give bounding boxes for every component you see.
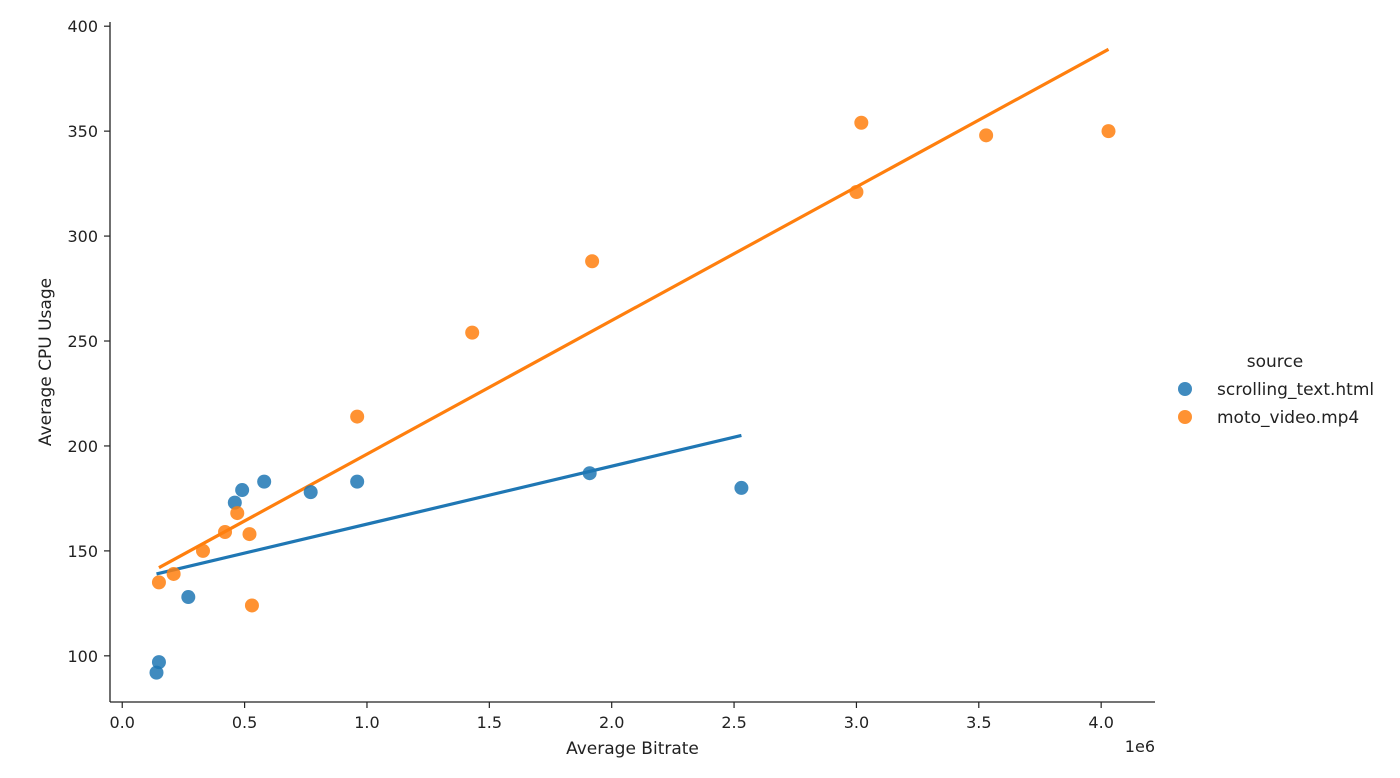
regression-line-scrolling-text-html [156, 433, 742, 576]
axes: 0.0 0.5 1.0 1.5 2.0 2.5 3.0 3.5 4.0 100 150 200 250… [67, 17, 1155, 732]
data-point [465, 325, 480, 340]
x-ticks: 0.0 0.5 1.0 1.5 2.0 2.5 3.0 3.5 4.0 [110, 702, 1114, 732]
data-point [350, 409, 365, 424]
data-point [979, 128, 994, 143]
legend-items: scrolling_text.html moto_video.mp4 [1178, 380, 1374, 428]
x-tick-label: 1.5 [477, 713, 502, 732]
data-point [242, 527, 257, 542]
data-point [849, 185, 864, 199]
legend-marker [1178, 382, 1192, 396]
y-tick-label: 200 [67, 437, 98, 456]
data-point [854, 115, 869, 130]
data-point [350, 474, 365, 489]
y-tick-label: 300 [67, 227, 98, 246]
data-point [166, 566, 181, 581]
data-point [1101, 124, 1116, 139]
legend-title: source [1247, 352, 1303, 372]
data-point [585, 254, 600, 269]
data-point [244, 598, 259, 613]
data-point [149, 665, 164, 680]
legend-label: scrolling_text.html [1217, 380, 1374, 400]
y-tick-label: 400 [67, 17, 98, 36]
y-axis-label: Average CPU Usage [36, 278, 56, 446]
y-tick-label: 100 [67, 647, 98, 666]
regression-lines [156, 47, 1110, 576]
y-tick-label: 150 [67, 542, 98, 561]
x-axis-label: Average Bitrate [566, 739, 699, 759]
data-point [230, 506, 245, 521]
data-point [734, 480, 749, 495]
data-point [181, 590, 196, 605]
data-point [227, 495, 242, 510]
data-point [235, 483, 250, 498]
x-tick-label: 3.5 [966, 713, 991, 732]
regression-line-moto-video-mp4 [158, 47, 1110, 570]
data-point [151, 575, 166, 590]
x-tick-label: 2.5 [721, 713, 746, 732]
legend-label: moto_video.mp4 [1217, 408, 1359, 428]
x-tick-label: 4.0 [1088, 713, 1113, 732]
y-tick-label: 250 [67, 332, 98, 351]
data-point [257, 474, 272, 489]
legend: source scrolling_text.html moto_video.mp4 [1178, 352, 1374, 428]
x-tick-label: 2.0 [599, 713, 624, 732]
data-point [303, 485, 318, 500]
x-tick-label: 0.0 [110, 713, 135, 732]
y-ticks: 100 150 200 250 300 350 400 [67, 17, 110, 666]
data-points [149, 115, 1116, 680]
x-tick-label: 0.5 [232, 713, 257, 732]
data-point [582, 466, 597, 481]
y-tick-label: 350 [67, 122, 98, 141]
data-point [151, 655, 166, 670]
data-point [218, 525, 233, 539]
data-point [195, 543, 210, 558]
legend-marker [1178, 410, 1192, 424]
x-tick-label: 1.0 [354, 713, 379, 732]
x-axis-offset-label: 1e6 [1125, 737, 1155, 756]
x-tick-label: 3.0 [844, 713, 869, 732]
